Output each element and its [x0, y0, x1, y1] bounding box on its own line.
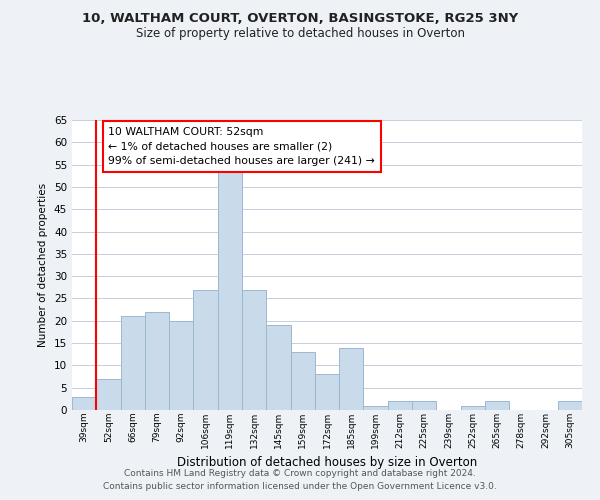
Bar: [461, 406, 485, 410]
Bar: [72, 396, 96, 410]
Text: 10, WALTHAM COURT, OVERTON, BASINGSTOKE, RG25 3NY: 10, WALTHAM COURT, OVERTON, BASINGSTOKE,…: [82, 12, 518, 26]
Bar: [290, 352, 315, 410]
Bar: [121, 316, 145, 410]
Bar: [266, 325, 290, 410]
Bar: [169, 321, 193, 410]
Bar: [242, 290, 266, 410]
Bar: [412, 401, 436, 410]
Bar: [96, 379, 121, 410]
Text: Contains HM Land Registry data © Crown copyright and database right 2024.: Contains HM Land Registry data © Crown c…: [124, 468, 476, 477]
Bar: [364, 406, 388, 410]
Bar: [315, 374, 339, 410]
Bar: [339, 348, 364, 410]
Y-axis label: Number of detached properties: Number of detached properties: [38, 183, 49, 347]
X-axis label: Distribution of detached houses by size in Overton: Distribution of detached houses by size …: [177, 456, 477, 469]
Bar: [193, 290, 218, 410]
Bar: [145, 312, 169, 410]
Text: 10 WALTHAM COURT: 52sqm
← 1% of detached houses are smaller (2)
99% of semi-deta: 10 WALTHAM COURT: 52sqm ← 1% of detached…: [109, 126, 375, 166]
Text: Contains public sector information licensed under the Open Government Licence v3: Contains public sector information licen…: [103, 482, 497, 491]
Bar: [388, 401, 412, 410]
Text: Size of property relative to detached houses in Overton: Size of property relative to detached ho…: [136, 28, 464, 40]
Bar: [485, 401, 509, 410]
Bar: [218, 169, 242, 410]
Bar: [558, 401, 582, 410]
